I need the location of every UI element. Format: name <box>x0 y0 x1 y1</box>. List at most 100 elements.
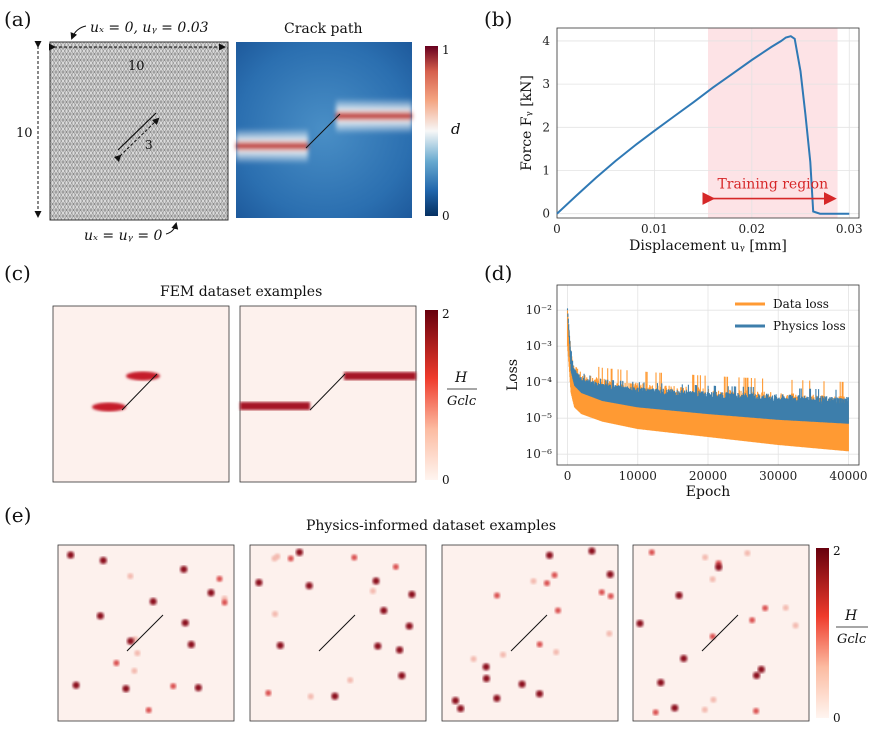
crack-length-label: 3 <box>145 138 153 152</box>
y-tick-label: 2 <box>542 120 550 134</box>
hotspot <box>347 677 354 684</box>
force-curve <box>556 35 850 215</box>
hotspot <box>749 617 756 624</box>
hotspot <box>369 587 376 594</box>
hotspot <box>757 665 765 674</box>
physics-title: Physics-informed dataset examples <box>306 518 556 534</box>
example-background <box>57 544 235 722</box>
x-tick-label: 0.02 <box>738 222 765 236</box>
hotspot <box>351 554 358 561</box>
y-tick-label: 10⁻⁵ <box>526 411 553 425</box>
physics-colorbar <box>816 548 829 718</box>
hotspot <box>535 690 544 698</box>
x-axis-label: Displacement uᵧ [mm] <box>629 238 787 254</box>
hotspot <box>543 580 550 587</box>
hotspot <box>207 589 215 597</box>
hotspot <box>648 549 655 556</box>
height-label: 10 <box>16 126 33 141</box>
fem-example-1 <box>52 305 230 483</box>
x-tick-label: 30000 <box>759 469 797 483</box>
fem-colorbar-numerator: H <box>454 370 468 386</box>
hotspot <box>307 693 314 700</box>
hotspot <box>709 576 716 583</box>
x-tick-label: 0 <box>564 469 572 483</box>
hotspot <box>276 641 284 650</box>
physics-example-4 <box>632 544 810 722</box>
example-background <box>441 544 619 722</box>
hotspot <box>753 707 760 714</box>
hotspot <box>451 697 460 705</box>
fem-colorbar-denominator: Gᴄlᴄ <box>447 394 477 409</box>
hotspot <box>122 685 130 693</box>
y-axis-label: Force Fᵧ [kN] <box>519 75 535 171</box>
loss-chart: 0 10000 20000 30000 40000 10⁻⁶ 10⁻⁵ 10⁻⁴ 10⁻³ 10⁻… <box>505 284 868 500</box>
hotspot <box>405 622 413 630</box>
hotspot <box>554 607 561 614</box>
hotspot <box>680 654 688 663</box>
physics-example-2 <box>249 544 427 722</box>
hotspot <box>126 637 135 645</box>
hotspot <box>762 605 769 612</box>
hotspot <box>636 619 644 628</box>
hotspot <box>134 650 141 657</box>
hotspot <box>551 572 558 579</box>
hotspot <box>482 674 491 683</box>
hotspot <box>265 690 272 697</box>
hotspot <box>99 556 107 565</box>
hotspot <box>518 680 526 688</box>
physics-colorbar-denominator: Gᴄlᴄ <box>837 632 867 647</box>
y-tick-label: 10⁻³ <box>526 339 553 353</box>
crack-phase-field <box>236 42 412 218</box>
hotspot <box>792 622 799 629</box>
hotspot <box>149 597 157 606</box>
hotspot <box>113 660 120 667</box>
hotspot <box>67 551 75 559</box>
hotspot <box>72 681 80 689</box>
training-region-band <box>708 28 838 218</box>
x-tick-label: 40000 <box>829 469 867 483</box>
legend-entry: Data loss <box>773 297 829 311</box>
hotspot <box>588 547 596 555</box>
plot-frame <box>556 27 860 219</box>
hotspot <box>187 640 195 649</box>
x-tick-label: 0.03 <box>836 222 863 236</box>
hotspot <box>701 706 708 713</box>
hotspot <box>380 606 388 615</box>
plot-frame <box>556 284 860 466</box>
crack-line <box>318 614 356 652</box>
hotspot <box>607 593 614 600</box>
hotspot <box>398 672 406 680</box>
physics-example-1 <box>57 544 235 722</box>
hotspot <box>221 599 228 606</box>
panel-c: (c) FEM dataset examples 2 0 H Gᴄlᴄ <box>4 261 477 487</box>
fem-colorbar-min: 0 <box>442 473 450 487</box>
panel-a: (a) 10 10 3 uₓ = 0, uᵧ = 0.03 uₓ = uᵧ = … <box>4 7 461 244</box>
hotspot <box>180 565 188 573</box>
phase-colorbar-min: 0 <box>442 209 450 223</box>
y-tick-label: 10⁻² <box>526 303 553 317</box>
y-axis-label: Loss <box>505 359 521 391</box>
crack-line <box>126 614 164 652</box>
hotspot <box>194 684 202 692</box>
training-region-label: Training region <box>717 177 828 193</box>
physics-example-3 <box>441 544 619 722</box>
force-displacement-chart: 0 0.01 0.02 0.03 0 1 2 3 4 Displacement uᵧ [mm] Fo… <box>519 27 863 254</box>
y-tick-label: 10⁻⁴ <box>526 375 553 389</box>
hotspot <box>702 554 709 561</box>
y-tick-label: 1 <box>542 164 550 178</box>
example-background <box>632 544 810 722</box>
panel-b: (b) 0 0.01 0.02 0.03 0 1 2 3 4 Displacement uᵧ [m… <box>484 7 863 254</box>
hotspot <box>553 649 560 656</box>
hotspot <box>710 696 717 703</box>
hotspot <box>331 692 339 700</box>
hotspot <box>606 570 614 579</box>
top-bc-label: uₓ = 0, uᵧ = 0.03 <box>90 20 209 36</box>
hotspot <box>127 573 134 580</box>
hotspot <box>715 563 723 571</box>
hotspot <box>752 671 761 680</box>
panel-e-label: (e) <box>4 503 31 527</box>
fem-colorbar <box>425 310 438 480</box>
panel-c-label: (c) <box>4 261 31 285</box>
hotspot <box>295 548 304 556</box>
crack-line <box>701 614 739 652</box>
